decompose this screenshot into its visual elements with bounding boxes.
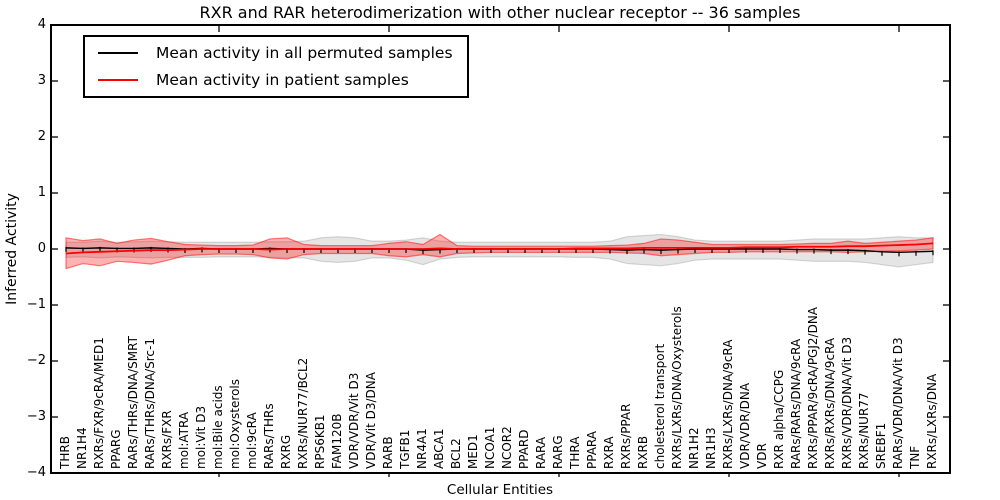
x-tick-label: RXRs/LXRs/DNA	[925, 373, 939, 469]
x-tick-label: mol:Bile acids	[211, 385, 225, 469]
legend-label: Mean activity in all permuted samples	[156, 44, 453, 62]
legend: Mean activity in all permuted samples Me…	[83, 35, 469, 98]
x-tick-label: VDR/VDR/Vit D3	[347, 372, 361, 469]
chart-title: RXR and RAR heterodimerization with othe…	[199, 3, 801, 22]
x-tick-label: RXRs/LXRs/DNA/Oxysterols	[670, 306, 684, 469]
x-tick-label: BCL2	[449, 438, 463, 469]
x-tick-label: RARs/VDR/DNA/Vit D3	[891, 337, 905, 469]
x-tick-label: ABCA1	[432, 428, 446, 469]
x-tick-label: FAM120B	[330, 413, 344, 470]
x-tick-label: RXRs/PPAR/9cRA/PGJ2/DNA	[806, 307, 820, 469]
x-tick-label: VDR/Vit D3/DNA	[364, 372, 378, 469]
patient-mean-line	[65, 242, 934, 255]
x-tick-label: RXRs/NUR77/BCL2	[296, 357, 310, 469]
x-tick-label: NR1H3	[704, 427, 718, 469]
x-tick-label: mol:9cRA	[245, 412, 259, 469]
x-tick-label: RXRs/FXR	[160, 410, 174, 469]
x-tick-label: mol:Oxysterols	[228, 379, 242, 469]
y-tick-label: −3	[26, 409, 46, 424]
x-tick-label: RPS6KB1	[313, 414, 327, 469]
x-tick-label: TNF	[908, 445, 922, 469]
x-tick-label: THRB	[58, 436, 72, 469]
x-tick-label: NCOR2	[500, 426, 514, 469]
x-tick-label: RARs/THRs/DNA/Src-1	[143, 338, 157, 469]
x-tick-label: RXRB	[636, 435, 650, 469]
x-tick-label: NCOA1	[483, 426, 497, 469]
x-tick-label: NR1H4	[75, 427, 89, 469]
x-tick-label: RARs/RARs/DNA/9cRA	[789, 338, 803, 469]
x-tick-label: RARB	[381, 436, 395, 469]
x-tick-label: PPARG	[109, 429, 123, 469]
y-tick-label: 2	[37, 129, 46, 144]
x-tick-label: RXRs/NUR77	[857, 392, 871, 469]
x-tick-label: RARA	[534, 436, 548, 469]
x-tick-label: RXRA	[602, 436, 616, 469]
x-tick-label: NR4A1	[415, 428, 429, 469]
legend-label: Mean activity in patient samples	[156, 71, 409, 89]
x-tick-label: NR1H2	[687, 427, 701, 469]
x-tick-label: RXRs/RXRs/DNA/9cRA	[823, 337, 837, 469]
y-tick-label: −1	[26, 297, 46, 312]
x-tick-label: RARs/THRs/DNA/SMRT	[126, 336, 140, 469]
y-tick-label: 0	[37, 241, 46, 256]
x-tick-label: RXRs/FXR/9cRA/MED1	[92, 337, 106, 469]
legend-entry-permuted: Mean activity in all permuted samples	[98, 44, 453, 62]
x-tick-label: mol:Vit D3	[194, 405, 208, 469]
y-tick-label: 1	[37, 185, 46, 200]
x-tick-label: PPARA	[585, 431, 599, 469]
x-tick-label: RXRs/PPAR	[619, 403, 633, 469]
x-tick-label: PPARD	[517, 429, 531, 470]
x-tick-label: TGFB1	[398, 429, 412, 469]
legend-entry-patient: Mean activity in patient samples	[98, 71, 453, 89]
x-tick-label: VDR	[755, 443, 769, 469]
x-tick-label: RARs/THRs	[262, 403, 276, 469]
patient-range-band	[65, 233, 934, 270]
permuted-range-band	[65, 233, 934, 268]
x-tick-label: mol:ATRA	[177, 411, 191, 469]
x-tick-label: SREBF1	[874, 422, 888, 469]
x-tick-label: RARG	[551, 435, 565, 469]
y-tick-label: 4	[37, 17, 46, 32]
x-tick-label: RXRG	[279, 434, 293, 469]
x-tick-label: RXRs/VDR/DNA/Vit D3	[840, 336, 854, 469]
y-tick-label: −2	[26, 353, 46, 368]
x-tick-label: THRA	[568, 436, 582, 469]
x-tick-label: cholesterol transport	[653, 343, 667, 469]
x-tick-label: RXRs/LXRs/DNA/9cRA	[721, 339, 735, 470]
x-axis-label: Cellular Entities	[446, 482, 554, 498]
red-line-sample-icon	[98, 79, 138, 81]
y-tick-label: 3	[37, 73, 46, 88]
x-tick-label: RXR alpha/CCPG	[772, 369, 786, 469]
x-tick-label: VDR/VDR/DNA	[738, 382, 752, 469]
y-tick-label: −4	[26, 465, 46, 480]
x-tick-label: MED1	[466, 434, 480, 469]
black-line-sample-icon	[98, 52, 138, 54]
